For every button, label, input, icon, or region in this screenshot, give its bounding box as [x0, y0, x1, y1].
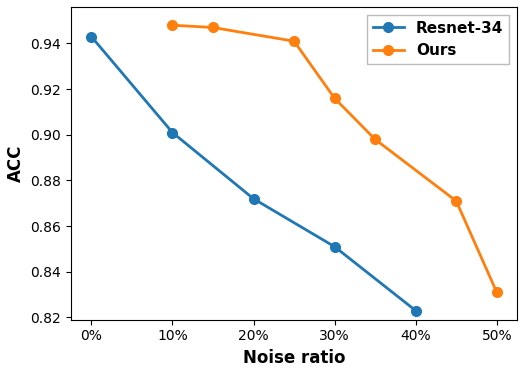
- Line: Resnet-34: Resnet-34: [86, 32, 421, 316]
- Resnet-34: [88, 34, 94, 39]
- Resnet-34: [412, 309, 419, 313]
- Ours: [332, 96, 338, 101]
- Ours: [210, 25, 216, 30]
- Ours: [291, 39, 297, 43]
- Resnet-34: [250, 196, 257, 201]
- Ours: [169, 23, 176, 27]
- Legend: Resnet-34, Ours: Resnet-34, Ours: [367, 15, 509, 64]
- Resnet-34: [332, 245, 338, 249]
- X-axis label: Noise ratio: Noise ratio: [243, 349, 345, 367]
- Ours: [494, 290, 500, 295]
- Y-axis label: ACC: ACC: [7, 145, 25, 182]
- Ours: [453, 199, 460, 203]
- Ours: [372, 137, 378, 142]
- Resnet-34: [169, 130, 176, 135]
- Line: Ours: Ours: [168, 20, 501, 297]
